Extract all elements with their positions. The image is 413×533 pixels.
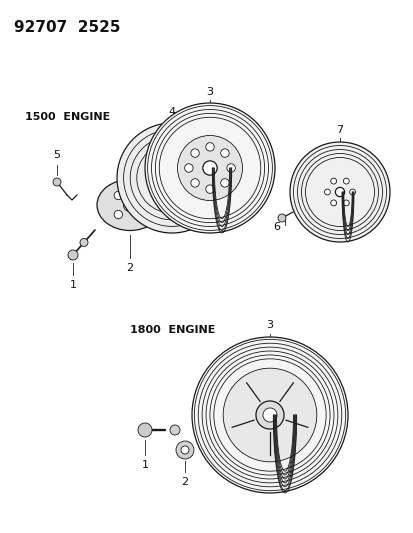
- Text: 5: 5: [53, 150, 60, 160]
- Circle shape: [342, 200, 349, 206]
- Circle shape: [205, 143, 214, 151]
- Circle shape: [183, 181, 190, 187]
- Circle shape: [180, 446, 189, 454]
- Circle shape: [190, 179, 199, 187]
- Circle shape: [167, 173, 176, 183]
- Circle shape: [123, 198, 136, 212]
- Circle shape: [80, 238, 88, 246]
- Circle shape: [162, 160, 169, 166]
- Circle shape: [183, 169, 190, 175]
- Circle shape: [190, 149, 199, 157]
- Text: 7: 7: [336, 125, 343, 135]
- Circle shape: [137, 191, 145, 200]
- Circle shape: [205, 185, 214, 193]
- Text: 6: 6: [272, 222, 279, 232]
- Circle shape: [262, 408, 276, 422]
- Circle shape: [184, 164, 192, 172]
- Circle shape: [289, 142, 389, 242]
- Text: 1: 1: [69, 280, 76, 290]
- Circle shape: [175, 160, 181, 166]
- Circle shape: [117, 123, 226, 233]
- Circle shape: [202, 161, 217, 175]
- Circle shape: [255, 401, 283, 429]
- Text: 1500  ENGINE: 1500 ENGINE: [25, 112, 110, 122]
- Circle shape: [154, 181, 160, 187]
- Circle shape: [170, 425, 180, 435]
- Text: 3: 3: [206, 87, 213, 97]
- Circle shape: [220, 179, 229, 187]
- Ellipse shape: [97, 180, 163, 230]
- Circle shape: [192, 337, 347, 493]
- Circle shape: [349, 189, 355, 195]
- Circle shape: [114, 191, 122, 200]
- Circle shape: [330, 178, 336, 184]
- Circle shape: [223, 368, 316, 462]
- Text: 1800  ENGINE: 1800 ENGINE: [130, 325, 215, 335]
- Text: 2: 2: [126, 263, 133, 273]
- Text: 4: 4: [168, 107, 175, 117]
- Circle shape: [147, 154, 196, 203]
- Circle shape: [220, 149, 229, 157]
- Text: 92707  2525: 92707 2525: [14, 20, 120, 35]
- Circle shape: [145, 103, 274, 233]
- Circle shape: [53, 178, 61, 186]
- Circle shape: [226, 164, 235, 172]
- Text: 1: 1: [141, 460, 148, 470]
- Circle shape: [154, 169, 160, 175]
- Circle shape: [138, 423, 152, 437]
- Circle shape: [342, 178, 349, 184]
- Circle shape: [137, 211, 145, 219]
- Text: 3: 3: [266, 320, 273, 330]
- Circle shape: [162, 190, 169, 196]
- Circle shape: [176, 441, 194, 459]
- Circle shape: [175, 190, 181, 196]
- Circle shape: [114, 211, 122, 219]
- Circle shape: [277, 214, 285, 222]
- Circle shape: [330, 200, 336, 206]
- Circle shape: [68, 250, 78, 260]
- Circle shape: [324, 189, 330, 195]
- Text: 2: 2: [181, 477, 188, 487]
- Circle shape: [177, 135, 242, 200]
- Circle shape: [335, 188, 344, 197]
